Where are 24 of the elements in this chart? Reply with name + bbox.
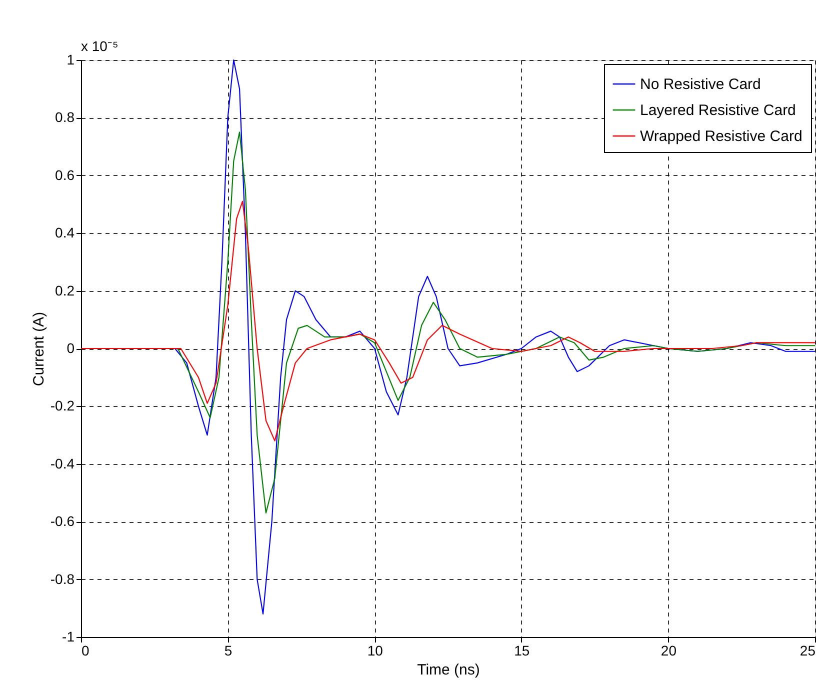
y-tick-label: -0.2 — [50, 398, 75, 414]
x-tick-label: 10 — [367, 642, 384, 658]
y-tick-label: 1 — [66, 52, 75, 68]
x-tick-label: 0 — [82, 642, 90, 658]
x-tick-label: 25 — [800, 642, 816, 658]
x-tick-label: 15 — [514, 642, 530, 658]
y-tick-label: -0.4 — [50, 455, 75, 472]
legend-label: Wrapped Resistive Card — [640, 128, 802, 145]
legend-label: No Resistive Card — [640, 76, 761, 93]
y-tick-label: -0.8 — [50, 570, 75, 587]
y-tick-label: 0.2 — [55, 282, 75, 298]
y-tick-label: 0.8 — [55, 109, 75, 126]
y-tick-label: -0.6 — [50, 513, 75, 530]
line-series — [80, 200, 816, 442]
legend-label: Layered Resistive Card — [640, 102, 796, 119]
y-axis-title: Current (A) — [30, 312, 48, 386]
x-tick-label: 20 — [660, 642, 677, 658]
y-tick-label: -1 — [62, 628, 75, 644]
y-tick-label: 0.6 — [55, 166, 75, 183]
y-tick-label: 0.4 — [55, 224, 75, 241]
text: x 10⁻⁵ — [81, 38, 118, 54]
x-tick-label: 5 — [224, 642, 232, 658]
y-tick-label: 0 — [66, 340, 75, 356]
x-axis-title: Time (ns) — [417, 662, 480, 678]
